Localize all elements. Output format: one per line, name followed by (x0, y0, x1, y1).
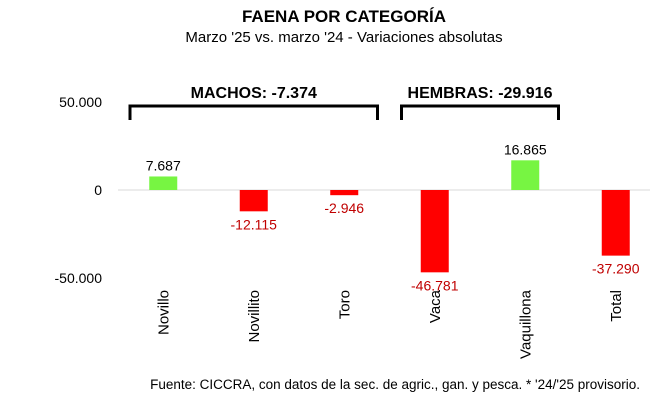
bar-vaca (420, 190, 449, 273)
x-label-vaca: Vaca (427, 289, 444, 323)
bar-novillo (149, 176, 178, 190)
group-label: MACHOS: -7.374 (191, 85, 317, 102)
source-note: Fuente: CICCRA, con datos de la sec. de … (150, 377, 640, 392)
data-label-total: -37.290 (592, 261, 640, 277)
y-tick-label: 0 (94, 182, 102, 198)
group-bracket (128, 104, 379, 120)
chart-subtitle: Marzo '25 vs. marzo '24 - Variaciones ab… (185, 29, 502, 46)
data-labels: 7.687 -12.115 -2.946 -46.781 16.865 -37.290 (146, 141, 640, 293)
y-tick-label: 50.000 (59, 94, 102, 110)
bar-series (149, 160, 630, 273)
bar-vaquillona (511, 160, 540, 190)
data-label-novillito: -12.115 (231, 216, 278, 232)
bar-novillito (239, 190, 268, 212)
x-label-novillo: Novillo (155, 290, 172, 335)
data-label-vaca: -46.781 (411, 277, 459, 293)
group-label: HEMBRAS: -29.916 (408, 85, 553, 102)
bar-total (601, 190, 630, 256)
y-axis: 50.000 0 -50.000 (55, 94, 103, 286)
x-label-total: Total (608, 290, 625, 322)
group-bracket (400, 104, 560, 120)
data-label-vaquillona: 16.865 (504, 141, 547, 157)
x-label-toro: Toro (336, 290, 353, 319)
chart-title: FAENA POR CATEGORÍA (242, 7, 446, 26)
data-label-novillo: 7.687 (146, 157, 181, 173)
bar-toro (330, 190, 359, 196)
category-groups: MACHOS: -7.374 HEMBRAS: -29.916 (128, 85, 560, 120)
x-axis-labels: Novillo Novillito Toro Vaca Vaquillona Total (155, 289, 625, 359)
x-label-novillito: Novillito (246, 290, 263, 343)
data-label-toro: -2.946 (324, 200, 364, 216)
x-label-vaquillona: Vaquillona (517, 289, 534, 359)
y-tick-label: -50.000 (55, 270, 103, 286)
